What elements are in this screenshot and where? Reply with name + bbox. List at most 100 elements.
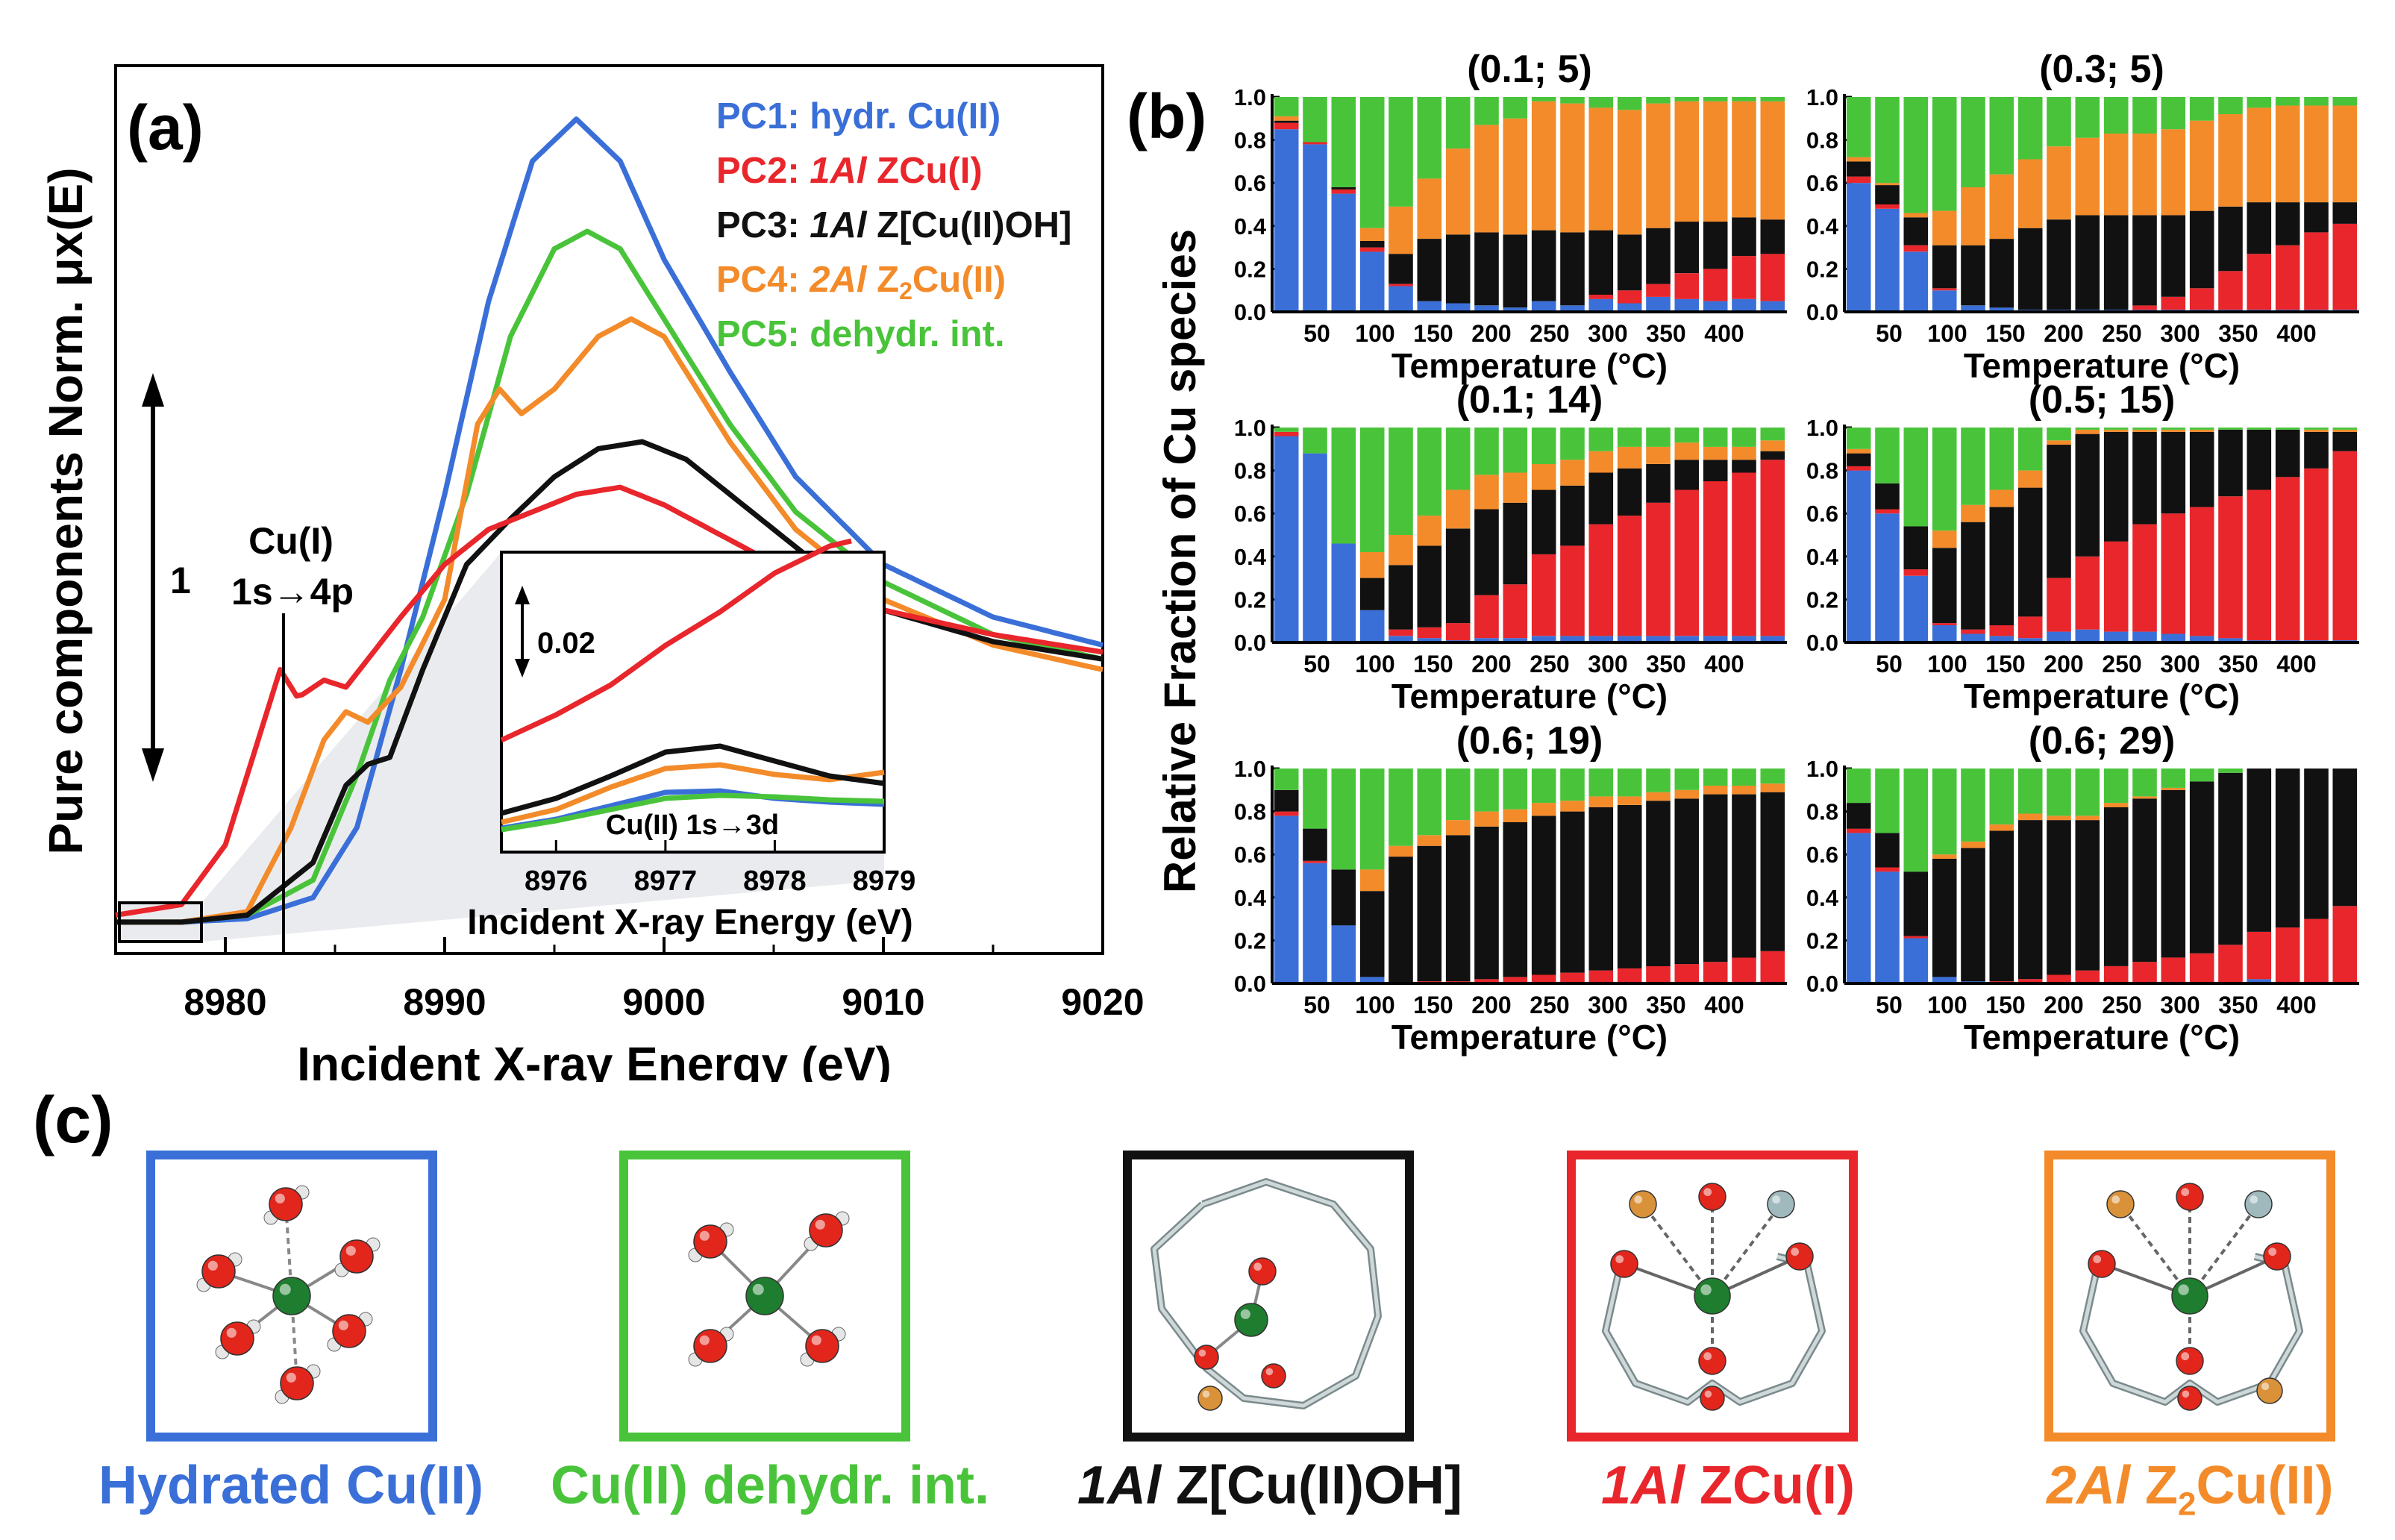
legend-entry-pc4: PC4: 2Al Z2Cu(II) (716, 260, 1006, 304)
bar-segment (1646, 792, 1671, 801)
bar-segment (2247, 202, 2272, 254)
x-tick-label-b: 50 (1876, 320, 1903, 347)
bar-segment (1732, 957, 1756, 983)
bar-segment (1760, 428, 1785, 441)
aluminum (1198, 1386, 1223, 1411)
figure-canvas: (a) 8980 8990 9000 9010 9020 Incident X-ray En… (39, 48, 2359, 1082)
bar-segment (1732, 217, 1756, 257)
bar-segment (2103, 769, 2129, 804)
bar-segment (1989, 636, 2014, 642)
bar-segment (1588, 472, 1614, 525)
panel-b: (b) Relative Fraction of Cu species (0.1; … (1127, 48, 2359, 1057)
bar-segment (2247, 428, 2272, 430)
bar-segment (2075, 820, 2100, 971)
bar-segment (1617, 290, 1642, 304)
bar-segment (2304, 428, 2329, 430)
x-tick-label-b: 350 (2218, 320, 2258, 347)
bar-segment (1303, 453, 1327, 642)
bar-segment (1474, 232, 1499, 306)
bar-segment (2132, 524, 2157, 632)
bar-segment (2332, 428, 2358, 430)
bar-segment (1732, 636, 1756, 642)
y-tick-label-b: 0.2 (1806, 256, 1838, 282)
x-tick-label-b: 100 (1927, 651, 1967, 677)
bar-segment (2275, 769, 2300, 928)
structure-drawing (2079, 1183, 2303, 1411)
bar-segment (2304, 97, 2329, 106)
bar-segment (1989, 507, 2014, 625)
bar-segment (1531, 464, 1556, 490)
bar-segment (2103, 428, 2129, 430)
bar-segment (1503, 769, 1528, 810)
bar-segment (1303, 142, 1327, 145)
bar-segment (1303, 428, 1327, 454)
bar-segment (2132, 962, 2157, 983)
framework-oxygen (1785, 1242, 1814, 1271)
x-axis-label-b: Temperature (°C) (1391, 677, 1668, 716)
bar-segment (2189, 636, 2214, 642)
bar-segment (1274, 129, 1299, 312)
x-tick-label-b: 400 (2276, 651, 2316, 677)
bar-segment (2132, 134, 2157, 216)
y-tick-label-b: 0.2 (1234, 586, 1266, 613)
bar-segment (1846, 828, 1871, 833)
bar-segment (1989, 174, 2014, 240)
oxygen (280, 1366, 314, 1400)
bar-segment (1560, 460, 1585, 486)
y-tick-label-b: 0.8 (1234, 458, 1266, 484)
bar-segment (1961, 633, 1985, 642)
bar-segment (1303, 863, 1327, 983)
bar-segment (1875, 871, 1900, 983)
bar-segment (1389, 636, 1413, 642)
framework-oxygen (1610, 1250, 1638, 1278)
structure-drawing (688, 1211, 850, 1367)
bar-segment (2047, 631, 2071, 642)
y-tick-label-b: 1.0 (1234, 415, 1266, 441)
bar-segment (1274, 97, 1299, 116)
x-tick-label-b: 300 (1588, 320, 1627, 347)
atom-highlight (2111, 1195, 2120, 1204)
bar-segment (1274, 436, 1299, 642)
bar-segment (2189, 288, 2214, 310)
bar-segment (2275, 428, 2300, 430)
atom-highlight (1703, 1352, 1712, 1361)
y-tick-label-b: 1.0 (1806, 84, 1838, 110)
bar-segment (2047, 445, 2071, 578)
bar-segment (1417, 97, 1442, 179)
framework-oxygen (2088, 1250, 2116, 1278)
bar-segment (1274, 428, 1299, 432)
bar-segment (1703, 962, 1728, 983)
bar-segment (1445, 528, 1471, 624)
bar-segment (1474, 305, 1499, 312)
bar-segment (2189, 120, 2214, 211)
copper (272, 1277, 311, 1315)
bar-segment (1417, 769, 1442, 836)
bar-segment (1732, 101, 1756, 218)
bar-segment (1531, 803, 1556, 816)
bar-segment (2132, 769, 2157, 797)
bar-segment (1503, 584, 1528, 639)
y-tick-label-b: 0.2 (1234, 256, 1266, 282)
bar-segment (2218, 772, 2243, 945)
bar-segment (1417, 627, 1442, 639)
x-tick-label-b: 150 (1413, 651, 1453, 677)
atom-highlight (279, 1283, 291, 1295)
bar-segment (1560, 769, 1585, 801)
bar-segment (2047, 820, 2071, 975)
bar-segment (1531, 489, 1556, 554)
bar-segment (2189, 781, 2214, 954)
bar-segment (1474, 428, 1499, 475)
bar-segment (2332, 451, 2358, 641)
bar-segment (2103, 429, 2129, 432)
y-tick-label-b: 0.0 (1806, 971, 1838, 997)
bar-segment (2075, 428, 2100, 430)
bar-segment (2017, 638, 2043, 642)
bar-segment (1961, 769, 1985, 842)
x-tick-label-a: 8990 (403, 981, 486, 1023)
bar-segment (2332, 429, 2358, 432)
bar-segment (1732, 256, 1756, 299)
bar-segment (1932, 288, 1957, 291)
bar-segment (1732, 769, 1756, 786)
bar-segment (1674, 101, 1700, 222)
annotation-cu1: Cu(I) (248, 520, 334, 562)
